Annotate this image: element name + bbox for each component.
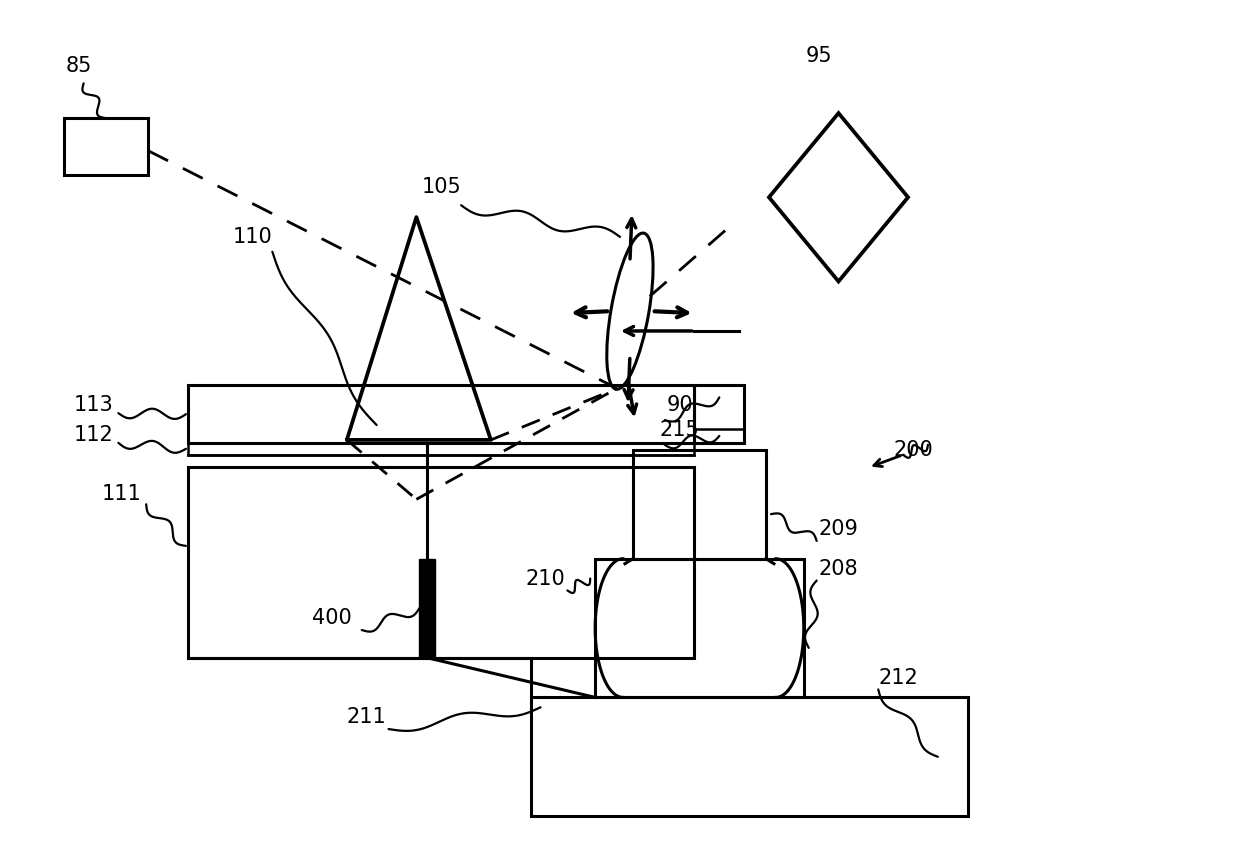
- Text: 95: 95: [805, 46, 832, 65]
- Text: 211: 211: [347, 707, 387, 728]
- Bar: [419, 559, 435, 658]
- Text: 210: 210: [526, 568, 565, 588]
- Text: 110: 110: [233, 227, 273, 247]
- Text: 400: 400: [312, 608, 352, 628]
- Bar: [595, 559, 804, 697]
- Text: 112: 112: [73, 425, 113, 445]
- Bar: [188, 443, 694, 455]
- Text: 105: 105: [422, 177, 461, 198]
- Bar: [531, 697, 967, 816]
- Bar: [694, 385, 744, 443]
- Text: 200: 200: [893, 439, 932, 460]
- Text: 212: 212: [878, 667, 918, 688]
- Text: 111: 111: [102, 484, 141, 504]
- Bar: [188, 467, 694, 658]
- Text: 113: 113: [73, 396, 113, 415]
- Text: 90: 90: [666, 396, 693, 415]
- Text: 208: 208: [818, 559, 858, 579]
- Bar: [63, 118, 149, 175]
- Bar: [632, 450, 766, 559]
- Text: 215: 215: [660, 420, 699, 440]
- Text: 85: 85: [66, 56, 92, 76]
- Bar: [188, 385, 694, 443]
- Text: 209: 209: [818, 519, 858, 539]
